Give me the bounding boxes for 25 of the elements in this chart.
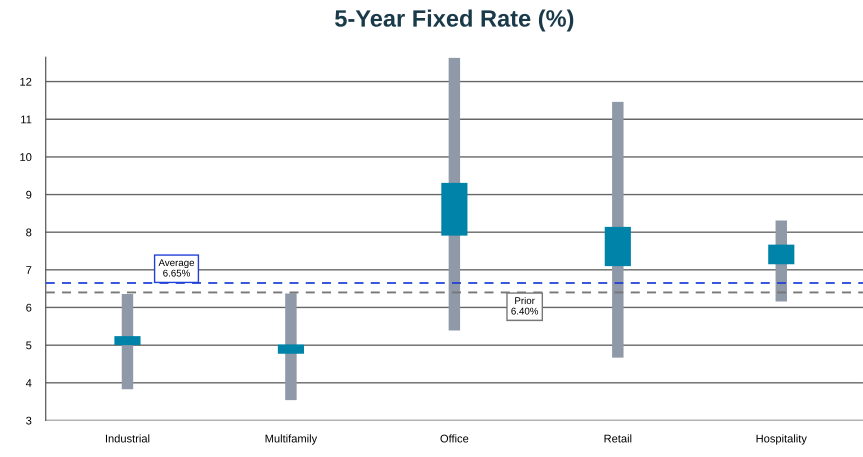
bar	[441, 182, 468, 236]
y-tick-label: 6	[26, 304, 32, 312]
bar	[278, 344, 304, 354]
bar	[285, 294, 297, 400]
chart-title: 5-Year Fixed Rate (%)	[335, 9, 574, 32]
bar	[122, 294, 134, 390]
x-tick-label: Hospitality	[756, 434, 807, 445]
x-tick-label: Industrial	[106, 434, 150, 442]
y-tick-label: 9	[26, 190, 32, 199]
x-tick-label: Office	[440, 434, 468, 442]
y-tick-label: 5	[26, 342, 32, 350]
y-tick-label: 7	[26, 266, 32, 274]
y-tick-label: 4	[26, 379, 32, 387]
y-tick-label: 12	[20, 78, 32, 86]
y-tick-label: 8	[26, 228, 32, 236]
x-tick-label: Multifamily	[266, 434, 318, 445]
ref-line-label: Average 6.65%	[158, 259, 194, 277]
y-tick-label: 10	[20, 153, 32, 162]
x-tick-label: Retail	[604, 434, 632, 442]
bar	[604, 226, 631, 266]
y-tick-label: 11	[21, 116, 32, 124]
ref-line-label: Prior 6.40%	[511, 296, 538, 315]
y-tick-label: 3	[26, 416, 32, 425]
bar	[768, 244, 794, 264]
bar	[114, 336, 141, 346]
